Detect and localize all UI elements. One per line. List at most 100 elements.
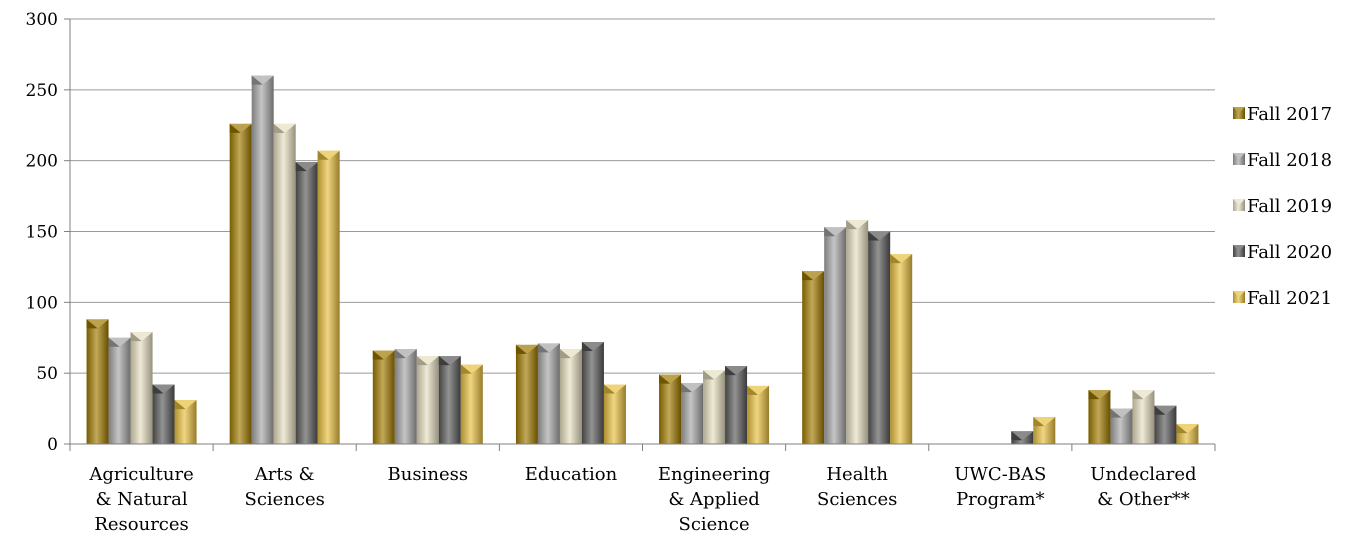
bar-body xyxy=(824,227,847,444)
bar-cap xyxy=(603,384,626,394)
bar-body xyxy=(659,374,682,444)
bar-cap xyxy=(1033,417,1056,427)
bar-cap-shade xyxy=(1088,390,1100,400)
bar-cap xyxy=(317,150,340,160)
bar-cap-shade xyxy=(174,400,186,410)
y-tick-label: 150 xyxy=(26,223,58,243)
bar-cap-shade xyxy=(659,374,671,384)
bar-cap xyxy=(295,162,318,172)
bar-body xyxy=(86,319,109,444)
bar-cap-shade xyxy=(251,75,263,85)
bar-cap-shade xyxy=(295,162,307,172)
bar-cap-shade xyxy=(152,384,164,394)
legend-swatch-cap xyxy=(1233,291,1245,297)
bar-body xyxy=(251,75,274,445)
bar-cap-shade xyxy=(460,364,472,374)
bar xyxy=(1132,390,1155,444)
bar-cap xyxy=(559,349,582,359)
bar-cap xyxy=(251,75,274,85)
bar-cap xyxy=(416,356,439,366)
bar xyxy=(108,337,131,444)
bar xyxy=(130,332,153,444)
legend-item: Fall 2021 xyxy=(1233,288,1332,309)
bar-body xyxy=(1154,405,1177,444)
bar xyxy=(1088,390,1111,444)
bar xyxy=(394,349,417,444)
legend-swatch-cap xyxy=(1233,153,1245,159)
y-tick-label: 300 xyxy=(26,10,58,30)
bar-cap-shade xyxy=(559,349,571,359)
bar xyxy=(868,231,891,444)
bar-cap xyxy=(581,342,604,351)
bar xyxy=(537,343,560,444)
bar-cap-shade xyxy=(108,337,120,347)
bar-cap xyxy=(1154,405,1177,415)
x-category-label: Agriculture & Natural Resources xyxy=(88,464,193,535)
bar-cap xyxy=(868,231,891,241)
bar-body xyxy=(703,370,726,444)
bar-body xyxy=(394,349,417,444)
bar-cap xyxy=(1011,431,1034,441)
bar-cap-shade xyxy=(416,356,428,366)
bar xyxy=(559,349,582,444)
bar xyxy=(890,254,913,444)
bar-body xyxy=(273,123,296,444)
bar xyxy=(1154,405,1177,444)
bar xyxy=(703,370,726,444)
bar-cap xyxy=(659,374,682,384)
bar-cap-shade xyxy=(130,332,142,342)
bar-cap-shade xyxy=(273,123,285,133)
bar-cap xyxy=(372,350,395,360)
legend: Fall 2017 Fall 2018 Fall 2019 Fall 2020 Fall… xyxy=(1233,104,1332,309)
bar-cap xyxy=(273,123,296,133)
bar-cap-shade xyxy=(890,254,902,264)
bar-body xyxy=(438,356,461,444)
bar-cap-shade xyxy=(229,123,241,133)
bar xyxy=(295,162,318,445)
bar-body xyxy=(846,220,869,444)
bar-body xyxy=(130,332,153,444)
bar-cap-shade xyxy=(537,343,549,353)
y-tick-label: 250 xyxy=(26,81,58,101)
bar xyxy=(438,356,461,444)
bar-cap-shade xyxy=(1154,405,1166,415)
bar xyxy=(86,319,109,444)
legend-item: Fall 2018 xyxy=(1233,150,1332,171)
bar-body xyxy=(372,350,395,444)
bar-cap-shade xyxy=(603,384,615,394)
bar-body xyxy=(581,342,604,444)
bar-cap xyxy=(515,344,538,354)
bar-cap-shade xyxy=(725,366,737,376)
bar-cap-shade xyxy=(824,227,836,237)
bar xyxy=(460,364,483,444)
bar-cap-shade xyxy=(372,350,384,360)
bar xyxy=(416,356,439,444)
x-category-label: Undeclared & Other** xyxy=(1090,464,1196,510)
bar xyxy=(229,123,252,444)
bar-body xyxy=(890,254,913,444)
bar xyxy=(1110,408,1133,444)
bar xyxy=(581,342,604,444)
bar-cap xyxy=(681,383,704,393)
bar-cap-shade xyxy=(515,344,527,354)
bar-body xyxy=(295,162,318,445)
bar xyxy=(802,271,825,444)
bar xyxy=(659,374,682,444)
bar-body xyxy=(317,150,340,444)
bar-body xyxy=(108,337,131,444)
y-tick-label: 0 xyxy=(47,435,58,455)
x-category-label: UWC-BAS Program* xyxy=(954,464,1046,510)
x-category-label: Business xyxy=(388,464,469,485)
bar-body xyxy=(515,344,538,444)
bar-cap xyxy=(86,319,109,329)
bar-body xyxy=(1088,390,1111,444)
legend-swatch-cap xyxy=(1233,245,1245,251)
bar xyxy=(747,385,770,444)
bar-body xyxy=(681,383,704,444)
legend-swatch-cap xyxy=(1233,199,1245,205)
bar-body xyxy=(559,349,582,444)
bar-cap xyxy=(824,227,847,237)
x-category-label: Health Sciences xyxy=(817,464,897,510)
bar-body xyxy=(229,123,252,444)
